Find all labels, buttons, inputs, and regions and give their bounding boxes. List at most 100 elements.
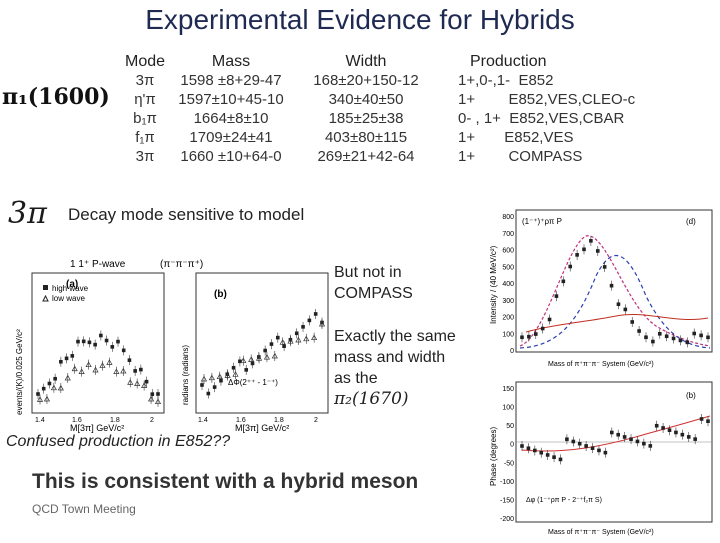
data-point (561, 279, 566, 284)
data-point (99, 362, 106, 368)
mode-header: Mode (124, 53, 166, 70)
production-cell: 1+,0-,1- E852 (458, 72, 554, 89)
mode-cell: 3π (135, 72, 155, 89)
frame-top (515, 209, 713, 353)
data-point (533, 332, 538, 336)
width-cell: 269±21+42-64 (317, 148, 415, 165)
data-point (540, 326, 545, 331)
data-point (282, 344, 286, 348)
data-point (568, 264, 573, 269)
data-point (554, 294, 559, 298)
mode-cell: η'π (134, 91, 156, 108)
data-point (678, 338, 683, 343)
data-point (686, 435, 691, 439)
data-point (661, 426, 665, 430)
data-point (622, 435, 627, 439)
width-cell: 185±25±38 (328, 110, 404, 127)
data-point (527, 334, 531, 339)
dphi-label: ΔΦ(2⁺⁺ - 1⁻⁺) (228, 378, 278, 387)
data-point (255, 355, 263, 361)
data-point (127, 379, 134, 385)
curve-blue (519, 254, 711, 349)
data-point (602, 265, 607, 269)
data-point (76, 339, 80, 344)
data-point (70, 354, 75, 358)
y-tick: -200 (500, 516, 514, 523)
data-point (200, 375, 208, 382)
left-reaction: (π⁻π⁻π⁺) (160, 259, 203, 270)
data-point (238, 359, 242, 364)
production-column: Production 1+,0-,1- E852 1+ E852,VES,CLE… (458, 52, 716, 166)
width-cell: 340±40±50 (328, 91, 404, 108)
data-point (630, 320, 635, 324)
data-point (311, 334, 318, 341)
data-point (699, 333, 703, 338)
data-point (224, 372, 231, 378)
points-bot (520, 413, 710, 465)
data-point (141, 382, 148, 388)
data-point (231, 365, 236, 370)
data-point (313, 312, 318, 316)
data-point (685, 340, 690, 345)
data-point (271, 352, 278, 359)
data-point (706, 335, 710, 340)
frame-a (31, 272, 165, 414)
mass-header: Mass (211, 53, 251, 70)
y-tick: 300 (502, 298, 514, 305)
data-point (134, 380, 141, 386)
data-point (558, 457, 563, 462)
mode-cell: 3π (135, 148, 155, 165)
data-point (539, 450, 544, 455)
note-line: COMPASS (334, 285, 413, 302)
note-line: mass and width (334, 349, 446, 366)
mass-cell: 1660 ±10+64-0 (180, 148, 282, 165)
data-point (150, 392, 155, 396)
xlabel-top: Mass of π⁺π⁻π⁻ System (GeV/c²) (548, 361, 654, 368)
data-point (590, 446, 595, 450)
data-point (216, 373, 223, 380)
data-point (269, 342, 274, 346)
xtick-b: 1.4 (198, 417, 208, 424)
xtick-b: 1.6 (236, 417, 246, 424)
data-point (595, 249, 600, 253)
decay-text: Decay mode sensitive to model (68, 205, 305, 224)
data-point (219, 378, 223, 383)
data-point (87, 340, 92, 345)
xtick-b: 1.8 (274, 417, 284, 424)
mass-cell: 1598 ±8+29-47 (180, 72, 282, 89)
y-tick: -100 (500, 479, 514, 486)
data-point (59, 359, 63, 364)
xtick-a: 1.4 (35, 417, 45, 424)
width-cell: 168±20+150-12 (313, 72, 419, 89)
phase-label: Δφ (1⁻⁺ρπ P - 2⁻⁺f₂π S) (526, 497, 602, 504)
right-heading: (1⁻⁺)⁺ρπ P (522, 217, 562, 226)
data-point (208, 374, 215, 381)
data-point (250, 361, 255, 366)
data-point (41, 386, 46, 391)
mass-column: Mass 1598 ±8+29-47 1597±10+45-10 1664±8±… (172, 52, 290, 166)
legend-low-marker (42, 294, 49, 302)
data-point (64, 356, 69, 361)
note-same: Exactly the same mass and width as the π… (334, 326, 456, 410)
production-cell: 0- , 1+ E852,VES,CBAR (458, 110, 625, 127)
data-point (275, 335, 280, 340)
mass-cell: 1597±10+45-10 (178, 91, 284, 108)
confused-note: Confused production in E852?? (6, 433, 231, 450)
y-tick: 100 (502, 405, 514, 412)
xtick-b: 2 (314, 417, 318, 424)
data-point (577, 441, 582, 446)
data-point (667, 428, 672, 432)
data-point (318, 320, 326, 327)
data-point (623, 307, 628, 312)
data-point (651, 339, 655, 344)
data-point (133, 369, 137, 373)
data-point (248, 356, 255, 362)
data-point (552, 455, 556, 459)
mode-cell: f₁π (135, 129, 155, 146)
data-point (648, 444, 653, 448)
data-point (609, 283, 614, 288)
left-plot-svg: 1 1⁺ P-wave (π⁻π⁻π⁺) (a) high wave low w… (15, 259, 329, 433)
data-point (81, 339, 86, 344)
data-point (637, 329, 641, 333)
data-point (301, 325, 305, 329)
